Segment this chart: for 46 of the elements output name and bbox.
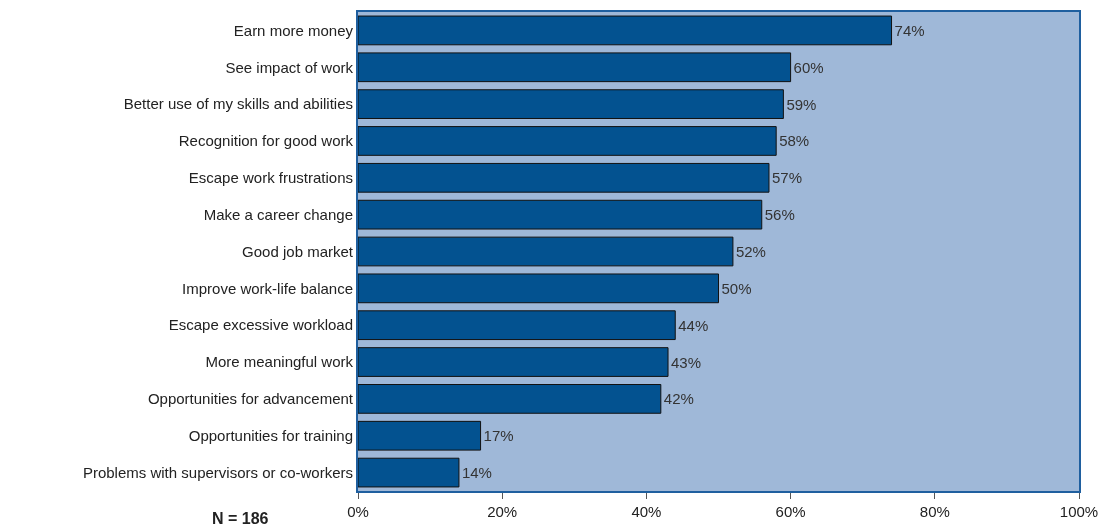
data-label: 57% [771, 169, 802, 187]
x-tick-label: 40% [631, 503, 662, 520]
bar [358, 126, 777, 156]
y-tick-label: Opportunities for advancement [147, 390, 354, 408]
y-tick-label: Recognition for good work [178, 132, 354, 150]
y-tick-label: Better use of my skills and abilities [123, 95, 353, 113]
bar [358, 199, 763, 230]
data-label: 14% [461, 464, 492, 482]
bar [358, 15, 893, 46]
text: N = 186 [212, 510, 269, 527]
bar [358, 384, 662, 414]
y-tick-label: Escape work frustrations [188, 169, 353, 187]
y-tick-label: Escape excessive workload [168, 316, 353, 334]
data-label: 50% [721, 279, 752, 297]
data-label: 52% [735, 243, 766, 260]
bar [358, 52, 792, 83]
bar [358, 273, 719, 304]
x-tick-label: 60% [775, 503, 806, 520]
bar [358, 236, 734, 267]
y-tick-label: More meaningful work [205, 353, 354, 371]
data-label: 74% [894, 21, 925, 39]
data-label: 56% [764, 206, 795, 224]
data-label: 58% [779, 132, 810, 150]
y-tick-label: Make a career change [203, 205, 353, 223]
x-tick-label: 0% [347, 503, 369, 520]
data-label: 42% [663, 390, 694, 408]
x-tick-label: 100% [1059, 503, 1099, 520]
bar [358, 420, 482, 451]
y-tick-label: See impact of work [225, 58, 354, 76]
x-tick-label: 20% [487, 503, 518, 520]
y-tick-label: Earn more money [233, 21, 354, 39]
y-tick-label: Improve work-life balance [182, 279, 353, 297]
y-tick-label: Opportunities for training [188, 426, 353, 444]
bar [358, 89, 784, 119]
data-label: 43% [671, 353, 702, 371]
bar [358, 457, 460, 488]
x-tick-label: 80% [919, 503, 950, 520]
data-label: 17% [483, 427, 514, 445]
bar [358, 310, 676, 341]
data-label: 60% [793, 58, 824, 76]
bar [358, 162, 770, 193]
bar [358, 347, 669, 377]
data-label: 44% [678, 316, 709, 334]
data-label: 59% [786, 95, 817, 113]
y-tick-label: Good job market [242, 242, 354, 260]
y-tick-label: Problems with supervisors or co-workers [82, 463, 353, 481]
